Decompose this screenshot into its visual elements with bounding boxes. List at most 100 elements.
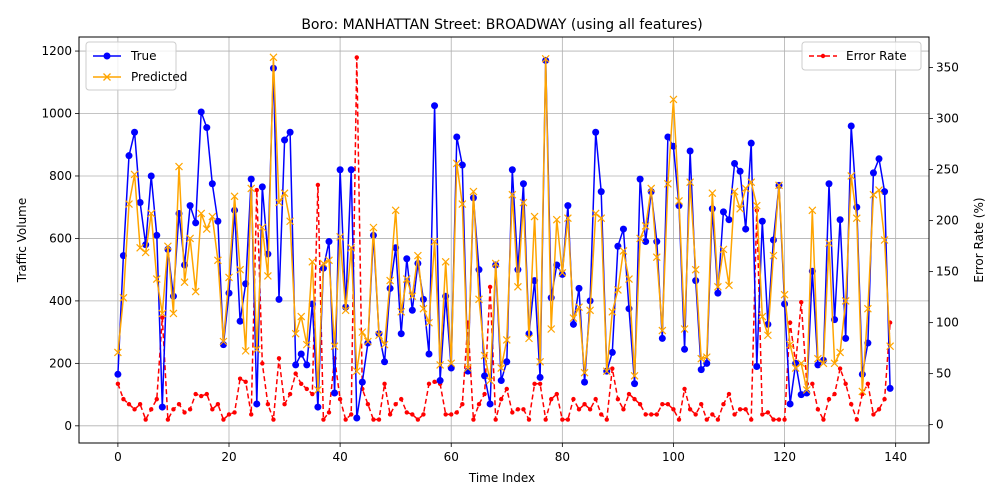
true-point xyxy=(436,377,444,385)
error-rate-point xyxy=(232,410,237,415)
error-rate-point xyxy=(215,402,221,407)
predicted-point xyxy=(358,328,367,337)
error-rate-point xyxy=(671,407,676,412)
true-point xyxy=(214,217,222,225)
y2-tick-label: 350 xyxy=(936,61,959,75)
error-rate-point xyxy=(582,402,587,407)
true-point xyxy=(247,175,255,183)
predicted-point xyxy=(369,223,378,232)
y-tick-label: 400 xyxy=(49,294,72,308)
true-point xyxy=(497,377,505,385)
predicted-point xyxy=(847,172,856,180)
predicted-point xyxy=(180,278,189,287)
true-point xyxy=(714,289,722,297)
predicted-point xyxy=(302,340,311,349)
y2-axis-label: Error Rate (%) xyxy=(972,197,986,282)
predicted-point xyxy=(719,245,728,254)
true-point xyxy=(258,183,266,191)
legend-error-label: Error Rate xyxy=(846,49,907,63)
true-point xyxy=(125,152,133,160)
predicted-point xyxy=(563,214,572,223)
true-point xyxy=(136,199,144,207)
predicted-point xyxy=(397,307,406,316)
true-point xyxy=(658,334,666,342)
true-point xyxy=(292,361,300,369)
predicted-point xyxy=(419,304,428,313)
error-rate-point xyxy=(443,412,448,417)
predicted-point xyxy=(163,242,172,251)
predicted-point xyxy=(469,187,478,196)
true-point xyxy=(353,414,361,422)
true-point xyxy=(447,364,455,372)
y2-tick-label: 100 xyxy=(936,316,959,330)
true-point xyxy=(575,284,583,292)
error-rate-point xyxy=(504,386,509,392)
error-rate-point xyxy=(221,417,226,422)
legend-right: Error Rate xyxy=(801,41,922,71)
error-rate-point xyxy=(354,55,359,60)
error-rate-point xyxy=(721,402,726,407)
true-point xyxy=(697,366,705,374)
error-rate-point xyxy=(882,396,887,402)
predicted-point xyxy=(136,243,145,252)
error-rate-point xyxy=(665,402,671,407)
error-rate-point xyxy=(632,396,637,402)
predicted-point xyxy=(458,200,467,209)
predicted-point xyxy=(341,306,350,315)
true-point xyxy=(297,350,305,358)
predicted-point xyxy=(325,256,333,265)
predicted-point xyxy=(313,385,322,394)
predicted-point xyxy=(552,215,561,224)
error-rate-point xyxy=(321,417,326,422)
true-point xyxy=(847,122,855,130)
error-rate-point xyxy=(115,381,121,387)
error-rate-point xyxy=(260,361,265,366)
error-rate-point xyxy=(765,410,771,415)
error-rate-point xyxy=(249,412,254,417)
true-point xyxy=(286,128,294,136)
error-rate-point xyxy=(165,417,171,422)
error-rate-point xyxy=(121,396,126,402)
predicted-point xyxy=(808,206,817,215)
true-point xyxy=(358,378,366,386)
error-rate-point xyxy=(410,412,415,417)
true-point xyxy=(608,348,616,356)
predicted-point xyxy=(425,318,433,327)
error-rate-point xyxy=(349,412,354,417)
predicted-point xyxy=(463,364,472,372)
x-tick-label: 60 xyxy=(444,450,459,464)
true-point xyxy=(536,373,544,381)
error-rate-point xyxy=(660,402,665,407)
error-rate-point xyxy=(760,412,765,417)
true-point xyxy=(131,128,139,136)
predicted-point xyxy=(186,234,195,243)
predicted-point xyxy=(491,259,500,268)
predicted-point xyxy=(708,189,717,198)
predicted-point xyxy=(775,181,783,190)
predicted-point xyxy=(236,265,245,274)
predicted-point xyxy=(158,309,167,318)
true-point xyxy=(236,317,244,325)
error-rate-point xyxy=(876,407,882,412)
predicted-point xyxy=(713,282,722,291)
legend-predicted-marker xyxy=(103,73,111,81)
predicted-point xyxy=(741,184,750,193)
predicted-point xyxy=(541,54,550,63)
series-predicted xyxy=(113,53,895,396)
error-rate-point xyxy=(487,284,493,290)
true-point xyxy=(653,238,661,246)
predicted-point xyxy=(736,204,745,213)
error-rate-point xyxy=(237,376,243,381)
error-rate-point xyxy=(382,381,387,387)
error-rate-point xyxy=(743,407,748,412)
series-line-error-rate xyxy=(117,56,891,421)
error-rate-point xyxy=(549,396,554,402)
x-tick-label: 0 xyxy=(114,450,122,464)
y2-tick-label: 50 xyxy=(936,367,951,381)
predicted-point xyxy=(213,256,222,265)
error-rate-point xyxy=(326,410,332,415)
true-point xyxy=(719,208,727,216)
true-point xyxy=(347,166,355,174)
error-rate-point xyxy=(476,402,482,407)
